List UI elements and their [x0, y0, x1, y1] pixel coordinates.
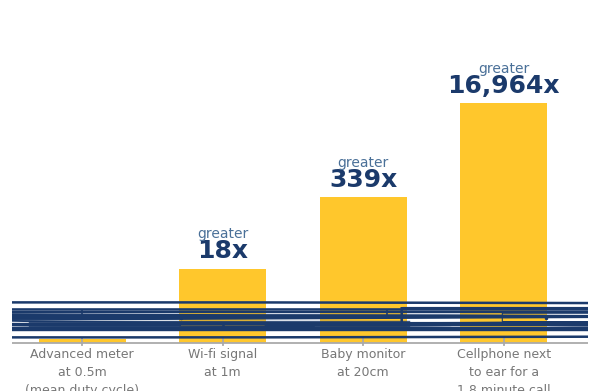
Text: Advanced meter
at 0.5m
(mean duty cycle): Advanced meter at 0.5m (mean duty cycle) — [25, 348, 139, 391]
Circle shape — [546, 324, 600, 326]
Text: 18x: 18x — [197, 239, 248, 263]
Text: greater: greater — [197, 228, 248, 242]
Text: Baby monitor
at 20cm: Baby monitor at 20cm — [321, 348, 406, 379]
Text: 339x: 339x — [329, 168, 397, 192]
Circle shape — [0, 324, 181, 326]
Bar — [179, 269, 266, 343]
Text: Cellphone next
to ear for a
1.8 minute call: Cellphone next to ear for a 1.8 minute c… — [457, 348, 551, 391]
Text: greater: greater — [338, 156, 389, 170]
Bar — [38, 339, 126, 343]
Circle shape — [272, 324, 455, 326]
Bar — [460, 103, 547, 343]
Text: 16,964x: 16,964x — [448, 74, 560, 98]
Polygon shape — [0, 313, 600, 321]
Text: greater: greater — [478, 62, 529, 76]
Bar — [320, 197, 407, 343]
Text: Wi-fi signal
at 1m: Wi-fi signal at 1m — [188, 348, 257, 379]
